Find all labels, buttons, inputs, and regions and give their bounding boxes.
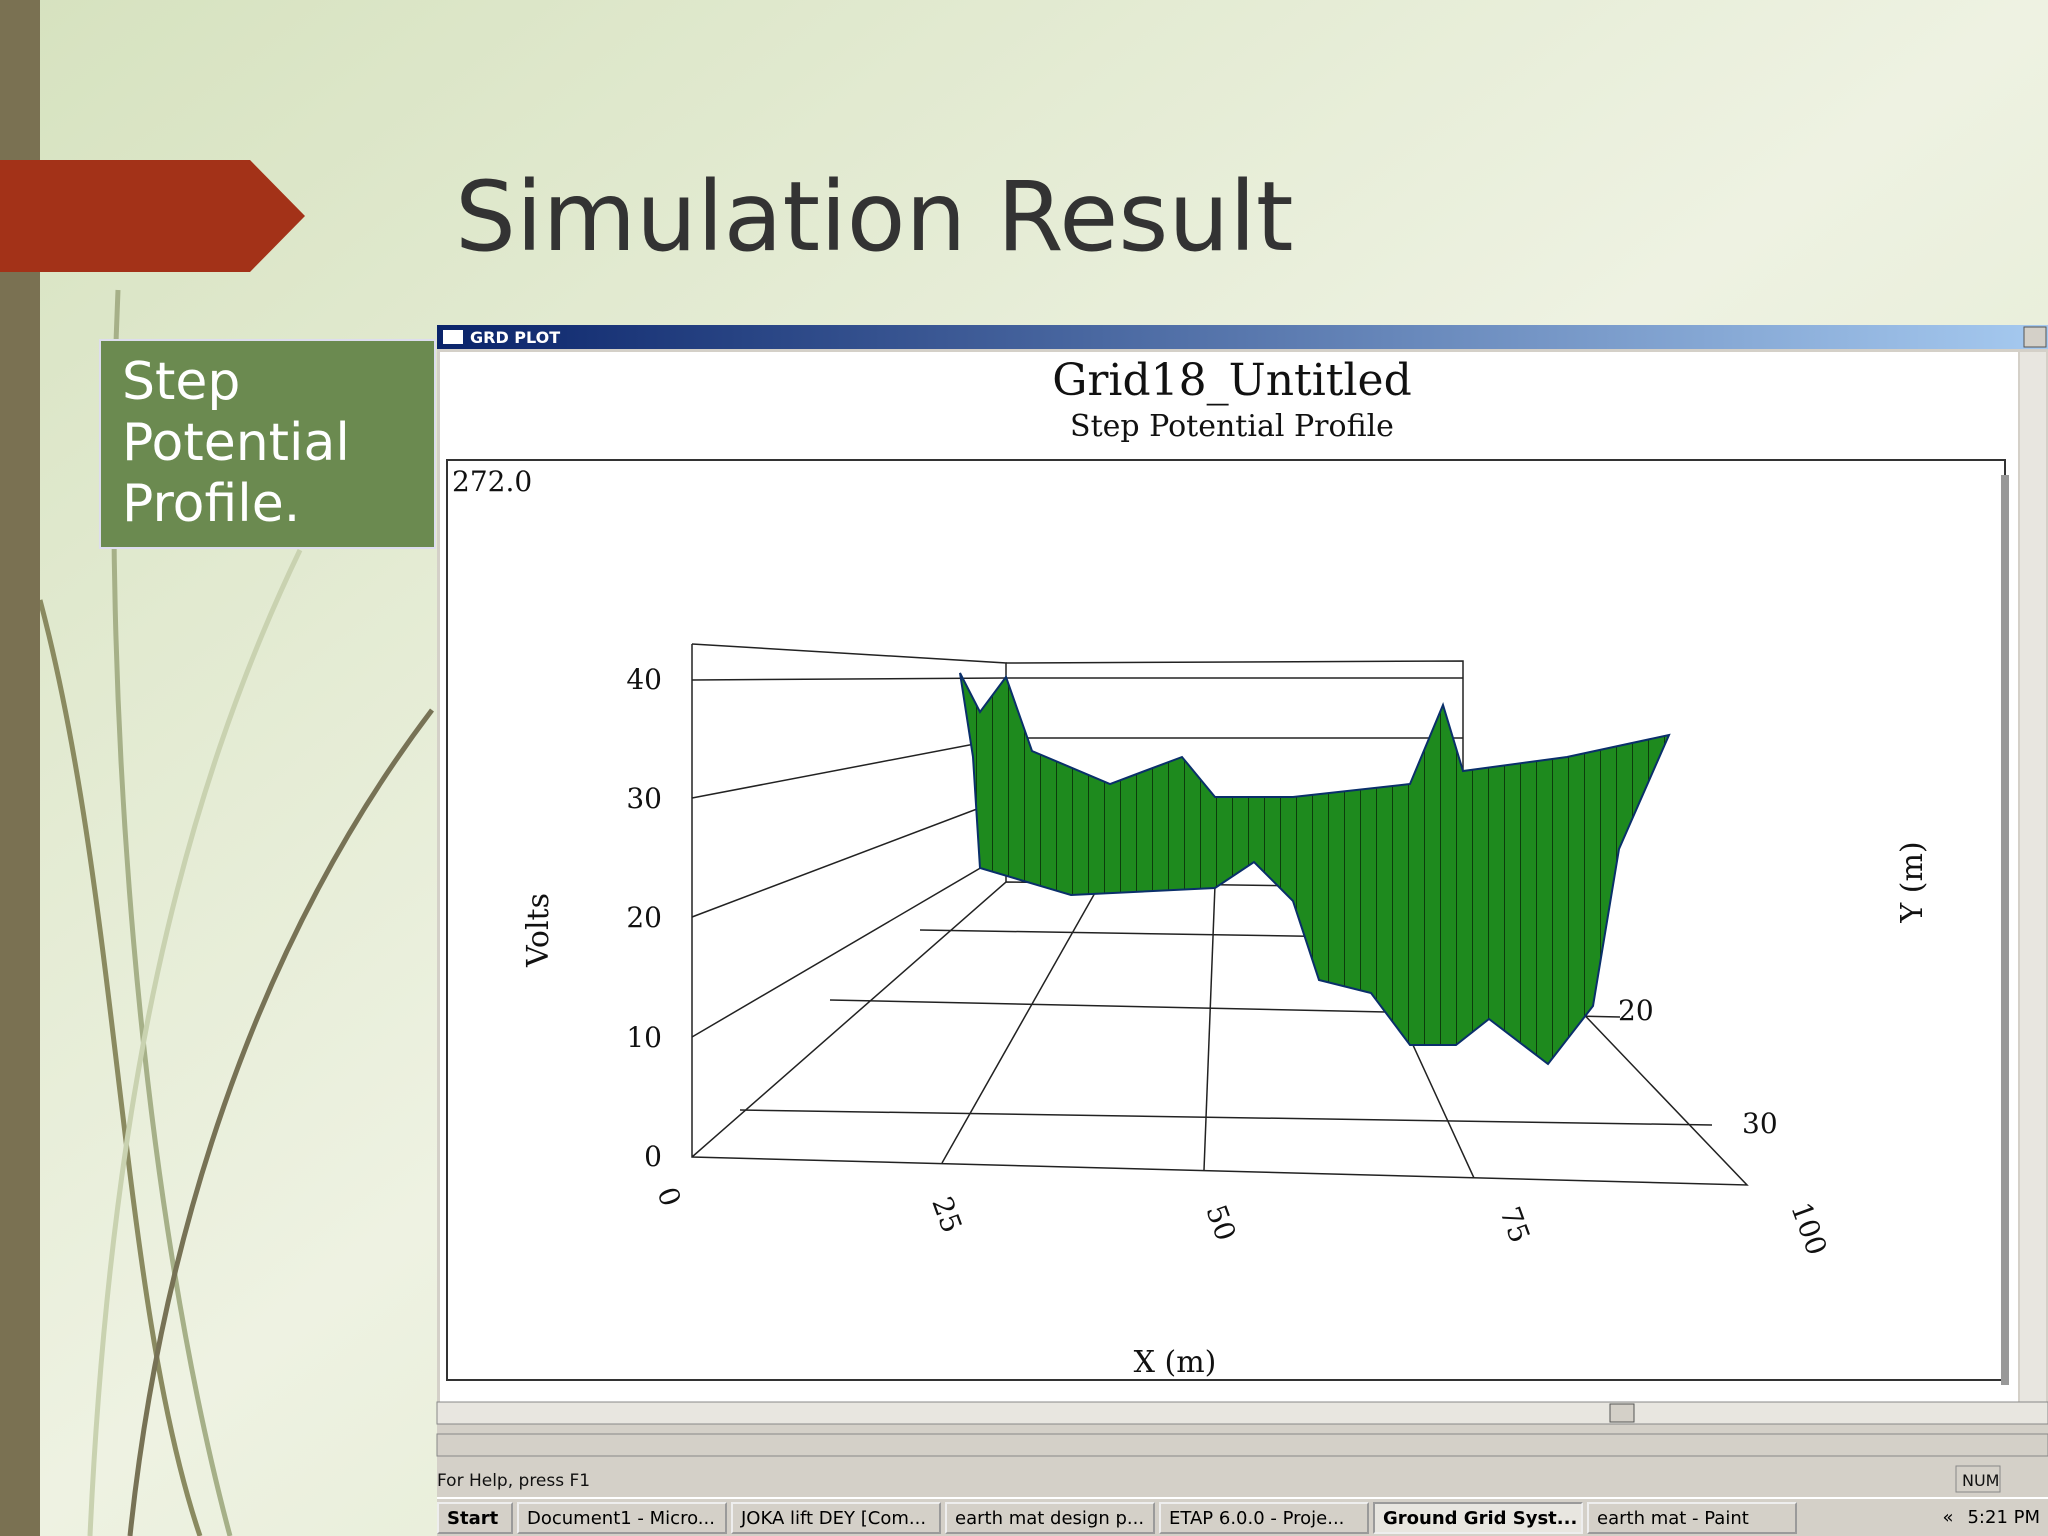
- window-title: GRD PLOT: [470, 328, 560, 347]
- status-text: For Help, press F1: [437, 1471, 590, 1491]
- taskbar-item[interactable]: JOKA lift DEY [Com...: [731, 1501, 941, 1534]
- z-tick-label: 30: [626, 782, 662, 815]
- task-list: Document1 - Micro... JOKA lift DEY [Com..…: [517, 1501, 1797, 1534]
- y-axis-label: Y (m): [1895, 841, 1930, 923]
- x-axis-label: X (m): [1134, 1345, 1217, 1380]
- taskbar: Start Document1 - Micro... JOKA lift DEY …: [437, 1497, 2048, 1536]
- max-label: 272.0: [452, 465, 532, 498]
- h-scrollbar[interactable]: [436, 1401, 2048, 1425]
- window-icon: [443, 330, 463, 344]
- close-button[interactable]: [2023, 326, 2047, 348]
- taskbar-item[interactable]: ETAP 6.0.0 - Proje...: [1159, 1501, 1369, 1534]
- taskbar-item[interactable]: earth mat - Paint: [1587, 1501, 1797, 1534]
- plot-subtitle: Step Potential Profile: [1070, 409, 1394, 444]
- window-titlebar: [437, 325, 2048, 349]
- h-scrollbar-2[interactable]: [436, 1433, 2048, 1457]
- y-tick-label: 30: [1742, 1107, 1778, 1140]
- z-tick-label: 10: [626, 1021, 662, 1054]
- y-tick-label: 20: [1618, 994, 1654, 1027]
- side-label: Step Potential Profile.: [122, 352, 350, 534]
- surface: [959, 672, 1671, 1066]
- plot-title: Grid18_Untitled: [1052, 355, 1412, 406]
- tray-overflow[interactable]: «: [1942, 1507, 1954, 1528]
- clock: 5:21 PM: [1967, 1507, 2040, 1528]
- start-button[interactable]: Start: [437, 1501, 513, 1534]
- tray: « 5:21 PM: [1942, 1507, 2048, 1528]
- plot-frame: [446, 459, 2006, 1381]
- z-axis-label: Volts: [521, 893, 556, 968]
- label-box: [99, 339, 436, 549]
- slide-title: Simulation Result: [455, 161, 1294, 273]
- taskbar-item[interactable]: earth mat design p...: [945, 1501, 1155, 1534]
- indicator-box: [1955, 1465, 2001, 1493]
- z-tick-label: 20: [626, 901, 662, 934]
- h-scroll-thumb[interactable]: [1609, 1403, 1635, 1423]
- z-tick-label: 0: [644, 1140, 662, 1173]
- title-marker: [0, 160, 305, 272]
- num-indicator: NUM: [1962, 1471, 1999, 1490]
- plot-texts: Grid18_Untitled Step Potential Profile 2…: [452, 355, 1930, 1380]
- z-tick-label: 40: [626, 663, 662, 696]
- taskbar-item[interactable]: Document1 - Micro...: [517, 1501, 727, 1534]
- v-scrollbar[interactable]: [2020, 352, 2046, 1402]
- taskbar-item[interactable]: Ground Grid Syst...: [1373, 1501, 1583, 1534]
